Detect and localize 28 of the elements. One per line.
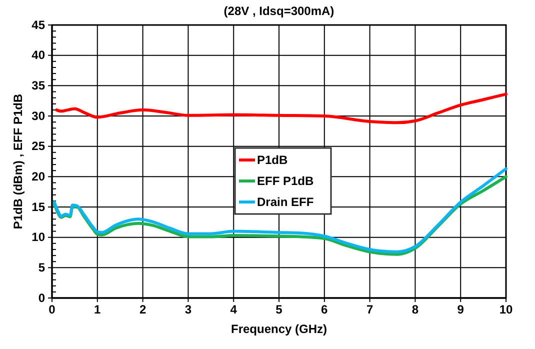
- x-tick-label: 6: [321, 302, 328, 317]
- y-tick-label: 20: [32, 170, 46, 184]
- y-tick-label: 5: [38, 260, 46, 275]
- x-tick-label: 9: [457, 302, 464, 317]
- y-tick-label: 0: [38, 290, 46, 305]
- y-axis-title: P1dB (dBm) , EFF P1dB: [11, 94, 25, 230]
- x-tick-label: 1: [94, 302, 102, 317]
- y-tick-label: 15: [32, 200, 46, 214]
- x-tick-label: 7: [366, 302, 374, 317]
- x-tick-label: 8: [412, 302, 419, 317]
- y-tick-label: 40: [32, 48, 46, 62]
- y-tick-label: 35: [32, 78, 46, 93]
- x-tick-label: 10: [499, 302, 513, 317]
- y-tick-label: 25: [32, 139, 46, 154]
- y-tick-label: 45: [32, 18, 46, 32]
- legend-label: EFF P1dB: [257, 174, 314, 188]
- line-series: [55, 92, 508, 124]
- y-tick-label: 10: [32, 230, 46, 244]
- legend-label: Drain EFF: [257, 195, 314, 209]
- x-tick-label: 3: [184, 302, 192, 317]
- y-tick-label: 30: [32, 108, 46, 123]
- x-tick-label: 5: [276, 302, 283, 317]
- x-tick-label: 0: [48, 302, 56, 317]
- x-tick-label: 2: [139, 302, 146, 317]
- chart-title: (28V , Idsq=300mA): [224, 4, 334, 18]
- x-axis-title: Frequency (GHz): [230, 322, 328, 336]
- legend-label: P1dB: [257, 153, 288, 167]
- x-tick-label: 4: [230, 302, 238, 317]
